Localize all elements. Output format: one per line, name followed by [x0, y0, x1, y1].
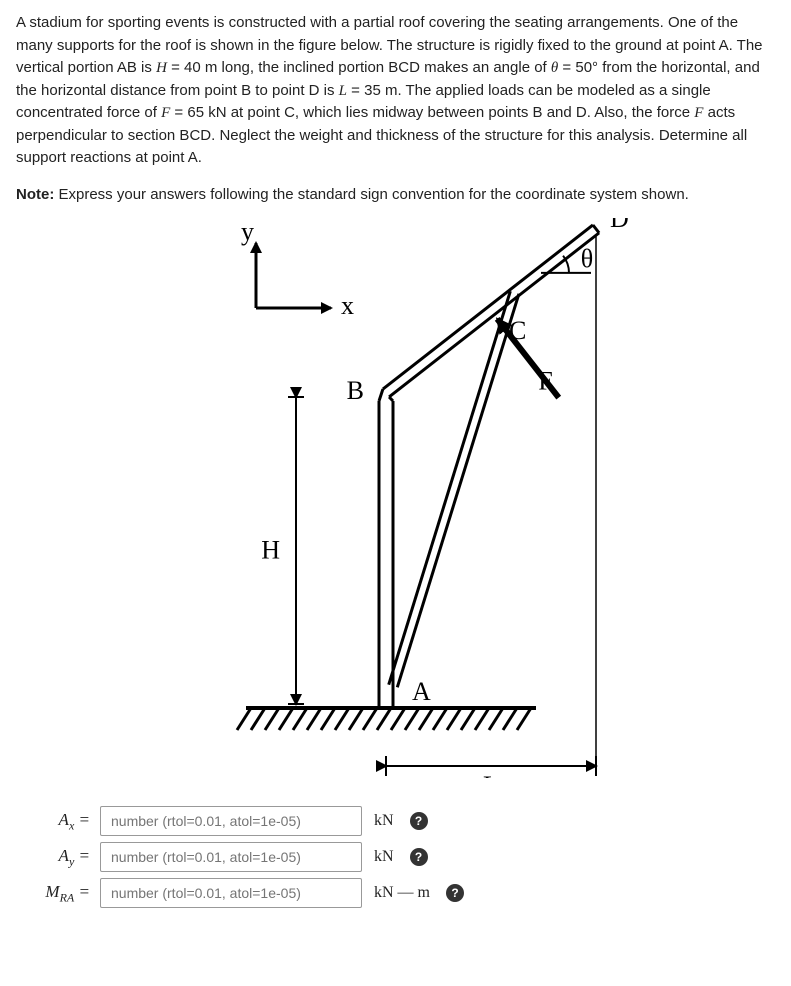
help-icon[interactable]: ? [446, 884, 464, 902]
help-icon[interactable]: ? [410, 848, 428, 866]
answer-unit: kN [372, 845, 400, 869]
svg-text:x: x [341, 291, 354, 320]
answer-row: Ay = kN? [16, 842, 775, 872]
answers-block: Ax = kN? Ay = kN? MRA = kN — m? [16, 806, 775, 908]
help-icon[interactable]: ? [410, 812, 428, 830]
problem-paragraph: A stadium for sporting events is constru… [16, 12, 775, 170]
svg-text:D: D [610, 218, 629, 233]
note-text: Express your answers following the stand… [59, 186, 689, 203]
answer-input[interactable] [100, 878, 362, 908]
note-label: Note: [16, 186, 54, 203]
answer-symbol: Ay = [16, 843, 90, 870]
structure-diagram: y x θ F B C D H A L [136, 218, 656, 778]
svg-text:y: y [241, 218, 254, 246]
note-line: Note: Express your answers following the… [16, 184, 775, 207]
answer-input[interactable] [100, 806, 362, 836]
svg-text:B: B [346, 376, 363, 405]
svg-text:H: H [261, 536, 280, 565]
answer-row: MRA = kN — m? [16, 878, 775, 908]
answer-symbol: MRA = [16, 879, 90, 906]
svg-text:θ: θ [580, 244, 592, 273]
svg-text:A: A [412, 677, 431, 706]
problem-statement: A stadium for sporting events is constru… [16, 12, 775, 170]
answer-unit: kN — m [372, 881, 436, 905]
answer-symbol: Ax = [16, 807, 90, 834]
svg-text:L: L [483, 771, 499, 778]
figure: y x θ F B C D H A L [16, 218, 775, 786]
answer-unit: kN [372, 809, 400, 833]
svg-text:F: F [538, 367, 552, 396]
svg-text:C: C [509, 316, 526, 345]
answer-row: Ax = kN? [16, 806, 775, 836]
answer-input[interactable] [100, 842, 362, 872]
